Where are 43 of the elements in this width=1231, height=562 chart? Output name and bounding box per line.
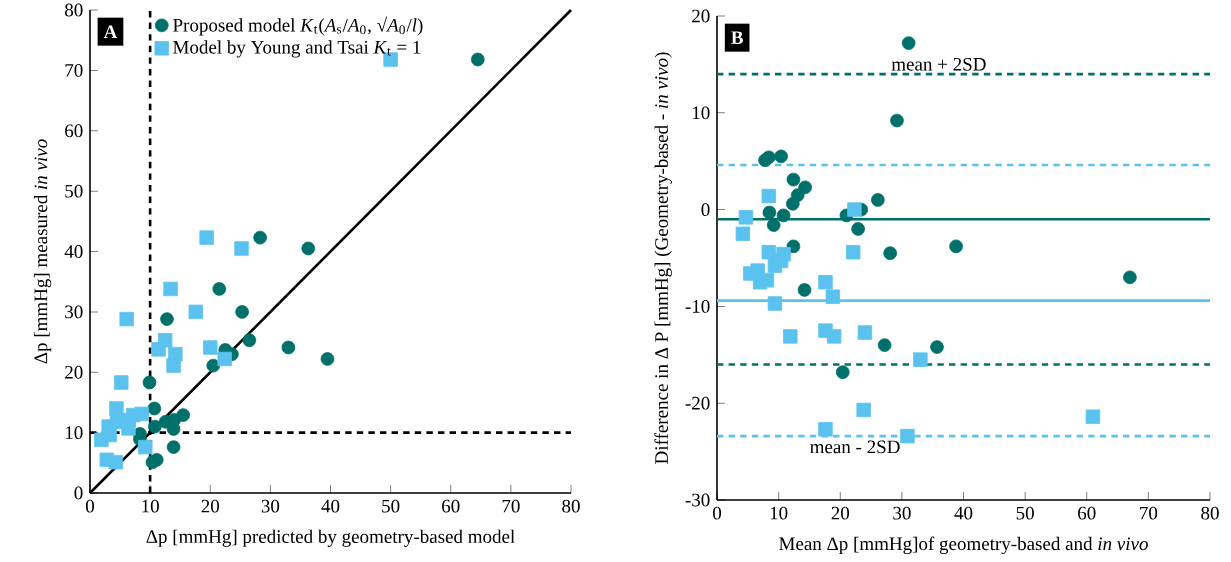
x-tick-label: 10 xyxy=(770,506,788,520)
y-tick-label: 10 xyxy=(65,426,83,440)
x-tick-label: 60 xyxy=(442,499,460,513)
y-tick-label: 20 xyxy=(65,365,83,379)
y-axis-title: Difference in Δ P [mmHg] (Geometry-based - in vivo) xyxy=(654,52,672,464)
y-tick-label: 60 xyxy=(65,124,83,138)
annotation: A xyxy=(103,25,118,38)
y-tick-label: 30 xyxy=(65,305,83,319)
x-tick-label: 0 xyxy=(712,506,722,520)
x-tick-label: 60 xyxy=(1078,506,1096,520)
y-tick-label: -10 xyxy=(685,299,710,313)
x-tick-label: 80 xyxy=(1201,506,1219,520)
y-tick-label: 0 xyxy=(74,486,83,500)
x-tick-label: 10 xyxy=(142,499,159,513)
legend-label: Model by Young and Tsai K$_{t}$ = 1 xyxy=(173,40,421,58)
ref-line-label: mean + 2SD xyxy=(891,57,986,71)
x-tick-label: 70 xyxy=(502,499,520,513)
x-tick-label: 70 xyxy=(1140,506,1158,520)
x-tick-label: 20 xyxy=(201,499,220,513)
ref-line-label: mean - 2SD xyxy=(810,440,900,454)
x-tick-label: 40 xyxy=(321,499,340,513)
y-tick-label: 50 xyxy=(65,184,83,198)
y-tick-label: 0 xyxy=(701,203,710,217)
x-tick-label: 50 xyxy=(1016,506,1034,520)
y-tick-label: -20 xyxy=(685,396,710,410)
x-axis-title: Δp [mmHg] predicted by geometry-based model xyxy=(146,529,515,547)
y-tick-label: 10 xyxy=(692,106,710,120)
y-tick-label: 70 xyxy=(65,63,83,77)
x-axis-title: Mean Δp [mmHg]of geometry-based and in vivo xyxy=(779,536,1148,555)
x-tick-label: 30 xyxy=(261,499,280,513)
x-tick-label: 30 xyxy=(893,506,911,520)
x-tick-label: 0 xyxy=(85,499,95,513)
x-tick-label: 40 xyxy=(954,506,973,520)
x-tick-label: 50 xyxy=(382,499,400,513)
x-tick-label: 20 xyxy=(831,506,850,520)
annotation: B xyxy=(731,31,743,44)
y-axis-title: Δp [mmHg] measured in vivo xyxy=(33,139,52,364)
x-tick-label: 80 xyxy=(562,499,580,513)
y-tick-label: -30 xyxy=(685,493,710,507)
text: Proposed model K$_{t}$(A$_{s}$/A$_{0}$, √A$_{0}$/l) xyxy=(173,16,423,36)
y-tick-label: 80 xyxy=(64,3,83,17)
y-tick-label: 40 xyxy=(64,245,83,258)
y-tick-label: 20 xyxy=(692,9,710,23)
